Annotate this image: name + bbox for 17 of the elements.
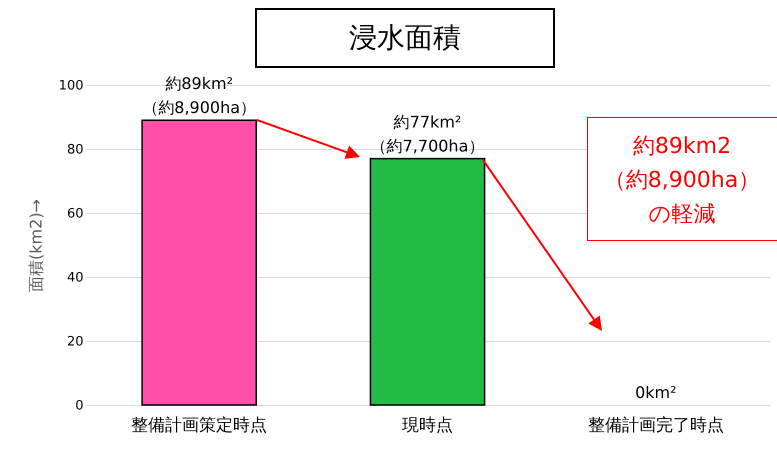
annotation: 約89km2	[632, 133, 732, 161]
y-axis-title: 面積(km2)→	[26, 199, 46, 292]
y-tick-label: 0	[75, 398, 84, 414]
y-tick-label: 80	[66, 142, 84, 158]
chart-title: 浸水面積	[255, 8, 555, 68]
y-tick-label: 100	[58, 78, 84, 94]
annotation: （約8,900ha）	[602, 167, 762, 195]
y-tick-label: 60	[66, 206, 84, 222]
y-tick-label: 20	[66, 334, 84, 350]
data-label: 0km²	[635, 383, 677, 402]
x-tick-label: 整備計画策定時点	[131, 416, 268, 436]
annotation: の軽減	[648, 201, 716, 229]
x-tick-label: 現時点	[402, 416, 453, 436]
y-tick-label: 40	[66, 270, 84, 286]
text: 約89km² （約8,900ha）	[142, 74, 256, 118]
text: 約77km² （約7,700ha）	[370, 112, 484, 156]
x-tick-label: 整備計画完了時点	[588, 416, 724, 436]
